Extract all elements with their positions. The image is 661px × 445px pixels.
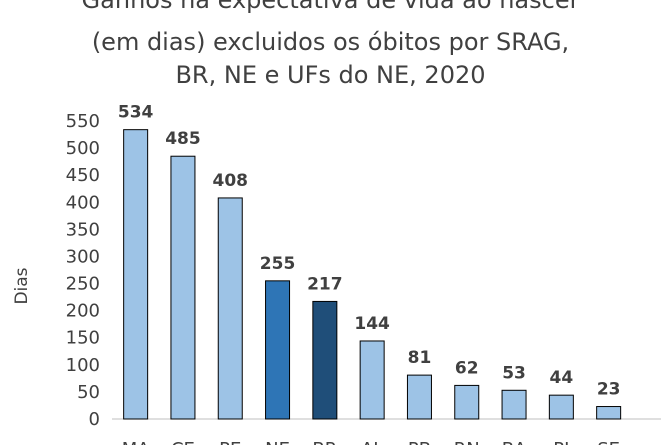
y-tick-label: 100	[66, 355, 100, 376]
category-label: PE	[219, 439, 241, 445]
bar-pb	[406, 374, 432, 420]
category-label: AL	[361, 439, 383, 445]
y-tick-label: 250	[66, 274, 100, 295]
y-tick-label: 200	[66, 301, 100, 322]
data-label: 255	[260, 254, 296, 274]
category-label: PI	[553, 439, 569, 445]
category-label: CE	[171, 439, 195, 445]
category-label: PB	[408, 439, 431, 445]
y-tick-label: 450	[66, 165, 100, 186]
data-label: 23	[597, 380, 621, 400]
y-tick-label: 400	[66, 192, 100, 213]
bar-ma	[123, 129, 149, 420]
category-label: NE	[265, 439, 290, 445]
bar-br	[312, 300, 338, 420]
chart-title-line-2: (em dias) excluidos os óbitos por SRAG,	[91, 28, 570, 56]
category-label: BR	[312, 439, 337, 445]
category-label: RN	[454, 439, 480, 445]
y-tick-label: 550	[66, 111, 100, 132]
category-label: BA	[502, 439, 527, 445]
bar-rn	[454, 384, 480, 420]
data-label: 44	[550, 368, 574, 388]
y-tick-label: 50	[77, 382, 100, 403]
bar-pe	[217, 197, 243, 420]
data-label: 144	[354, 314, 390, 334]
y-tick-label: 500	[66, 138, 100, 159]
y-tick-label: 300	[66, 246, 100, 267]
y-tick-label: 0	[89, 409, 100, 430]
chart-title-line-3: BR, NE e UFs do NE, 2020	[175, 61, 486, 89]
category-label: MA	[122, 439, 151, 445]
chart-title-line-1: Ganhos na expectativa de vida ao nascer	[81, 0, 580, 14]
y-tick-label: 350	[66, 219, 100, 240]
data-label: 81	[408, 348, 432, 368]
data-label: 53	[502, 363, 526, 383]
bar-ne	[265, 280, 291, 420]
data-label: 62	[455, 358, 479, 378]
data-label: 534	[118, 103, 154, 123]
category-label: SE	[597, 439, 620, 445]
bar-pi	[548, 394, 574, 420]
y-tick-label: 150	[66, 328, 100, 349]
bar-se	[596, 406, 622, 420]
bar-al	[359, 340, 385, 420]
bar-ce	[170, 155, 196, 420]
data-label: 485	[165, 129, 201, 149]
bar-ba	[501, 389, 527, 420]
data-label: 408	[213, 171, 249, 191]
data-label: 217	[307, 274, 343, 294]
